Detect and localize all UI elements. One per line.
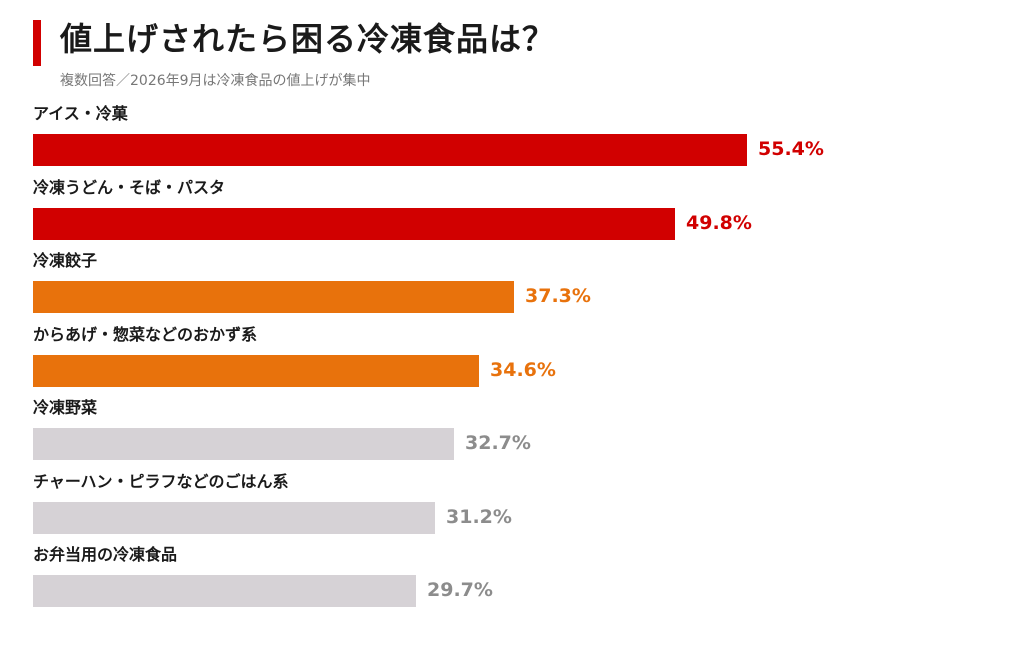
category-label: お弁当用の冷凍食品 bbox=[33, 545, 178, 564]
chart-subtitle: 複数回答／2026年9月は冷凍食品の値上げが集中 bbox=[60, 73, 371, 89]
category-label: からあげ・惣菜などのおかず系 bbox=[33, 324, 258, 344]
bar bbox=[33, 501, 435, 534]
bar bbox=[33, 575, 416, 607]
bar bbox=[33, 281, 514, 313]
value-label: 31.2% bbox=[446, 505, 512, 528]
category-label: アイス・冷菓 bbox=[33, 104, 128, 123]
bar bbox=[33, 354, 479, 387]
value-label: 34.6% bbox=[490, 358, 556, 381]
category-label: 冷凍餃子 bbox=[33, 251, 98, 270]
bar bbox=[33, 207, 675, 240]
value-label: 49.8% bbox=[686, 211, 752, 234]
value-label: 55.4% bbox=[758, 138, 824, 160]
value-label: 32.7% bbox=[465, 432, 531, 454]
category-label: 冷凍うどん・そば・パスタ bbox=[33, 177, 226, 197]
bar bbox=[33, 428, 454, 460]
title-accent-bar bbox=[33, 20, 41, 66]
value-label: 29.7% bbox=[427, 579, 493, 601]
category-label: 冷凍野菜 bbox=[33, 398, 98, 417]
value-label: 37.3% bbox=[525, 285, 591, 307]
bar bbox=[33, 134, 747, 166]
chart-title: 値上げされたら困る冷凍食品は？ bbox=[60, 20, 556, 58]
category-label: チャーハン・ピラフなどのごはん系 bbox=[33, 471, 289, 491]
